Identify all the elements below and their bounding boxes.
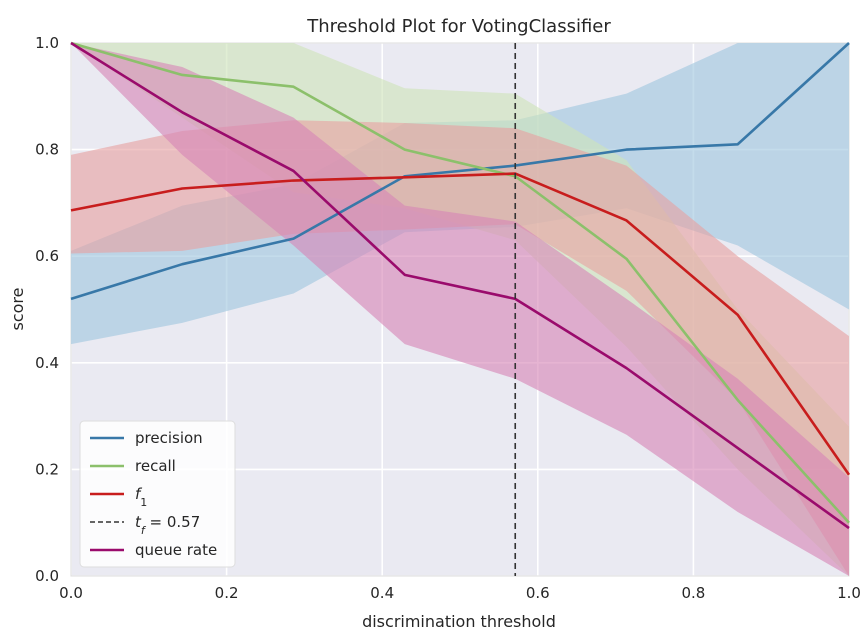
- legend-label: precision: [135, 429, 203, 447]
- band-f₁: [71, 120, 849, 576]
- series-line-1: [70, 41, 850, 524]
- x-tick-label: 0.4: [370, 584, 394, 602]
- y-tick-label: 0.4: [35, 354, 59, 372]
- legend-box: [79, 420, 236, 568]
- x-tick-label: 1.0: [837, 584, 861, 602]
- y-tick-labels: 0.0 0.2 0.4 0.6 0.8 1.0: [35, 34, 59, 585]
- series-line-2: [70, 172, 851, 476]
- x-tick-labels: 0.0 0.2 0.4 0.6 0.8 1.0: [59, 584, 861, 602]
- legend: precision recall f1 tf = 0.57 queue rate: [79, 420, 236, 568]
- x-tick-label: 0.0: [59, 584, 83, 602]
- x-tick-label: 0.2: [215, 584, 239, 602]
- y-tick-label: 0.0: [35, 567, 59, 585]
- legend-label: queue rate: [135, 541, 217, 559]
- y-tick-label: 1.0: [35, 34, 59, 52]
- confidence-bands: [71, 43, 849, 576]
- legend-label: recall: [135, 457, 176, 475]
- x-tick-label: 0.6: [526, 584, 550, 602]
- y-tick-label: 0.2: [35, 460, 59, 478]
- series-lines: [70, 41, 851, 530]
- x-tick-label: 0.8: [681, 584, 705, 602]
- series-line-3: [70, 41, 850, 530]
- legend-label: tf = 0.57: [135, 513, 200, 537]
- y-tick-label: 0.6: [35, 247, 59, 265]
- series-line-0: [70, 42, 850, 301]
- chart-title: Threshold Plot for VotingClassifier: [306, 16, 611, 37]
- y-tick-label: 0.8: [35, 141, 59, 159]
- x-axis-label: discrimination threshold: [362, 612, 556, 631]
- band-queue-rate: [71, 43, 849, 576]
- y-axis-label: score: [8, 288, 27, 331]
- legend-label: f1: [135, 485, 147, 509]
